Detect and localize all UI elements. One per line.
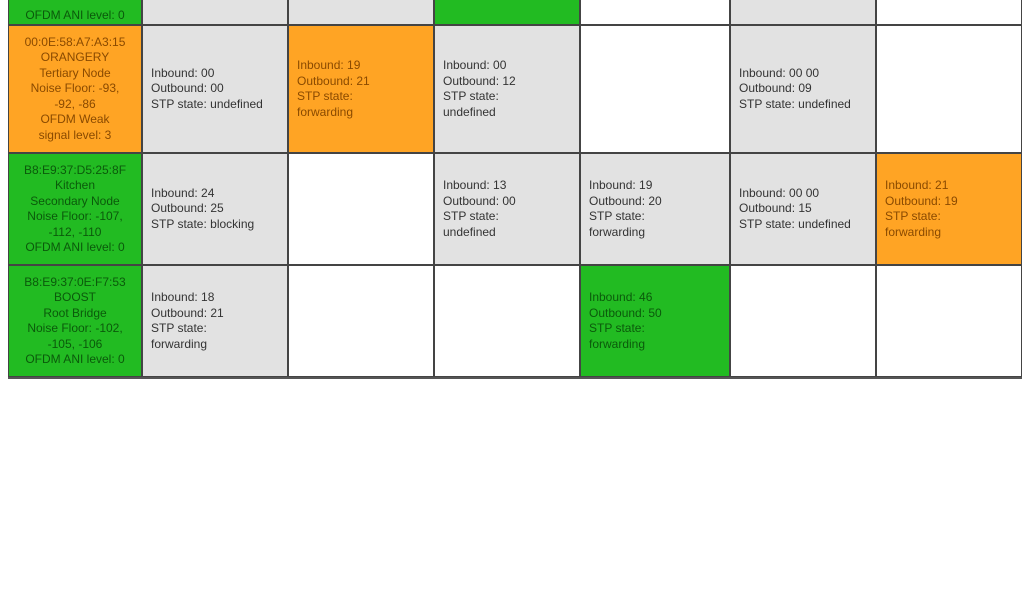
- link-stats-cell: Inbound: 24 Outbound: 25 STP state: blocki…: [142, 153, 288, 265]
- cell-line: Outbound: 50: [589, 305, 662, 320]
- cell-line: ORANGERY: [40, 50, 110, 65]
- cell-line: OFDM Weak: [40, 112, 110, 127]
- cell-line: STP state:: [443, 209, 499, 223]
- cell-line: STP state:: [589, 321, 645, 335]
- cell-line: Outbound: 21: [151, 305, 224, 320]
- cell-line: Inbound: 24: [151, 185, 215, 200]
- link-stats-cell: [434, 265, 580, 377]
- cell-line: Inbound: 21: [885, 178, 949, 192]
- link-stats-cell: Inbound: 18 Outbound: 21 STP state: forward…: [142, 265, 288, 377]
- node-info-cell: 00:0E:58:A7:A3:15 ORANGERY Tertiary Node No…: [8, 25, 142, 153]
- cell-line: Inbound: 19: [589, 178, 653, 192]
- cell-line: Inbound: 13: [443, 178, 507, 192]
- cell-line: OFDM ANI level: 0: [25, 7, 125, 22]
- cell-line: B8:E9:37:0E:F7:53: [24, 274, 126, 289]
- cell-line: STP state:: [443, 89, 499, 103]
- link-stats-cell: [580, 0, 730, 25]
- cell-line: -105, -106: [47, 336, 103, 351]
- link-stats-cell: [876, 265, 1022, 377]
- cell-line: Inbound: 19: [297, 58, 361, 72]
- cell-line: forwarding: [589, 336, 646, 351]
- link-stats-cell: Inbound: 00 00 Outbound: 15 STP state: und…: [730, 153, 876, 265]
- cell-line: Noise Floor: -93,: [30, 81, 120, 96]
- cell-line: STP state: undefined: [151, 96, 263, 111]
- link-stats-cell: [288, 0, 434, 25]
- cell-line: forwarding: [151, 336, 208, 351]
- link-stats-cell: Inbound: 00 00 Outbound: 09 STP state: und…: [730, 25, 876, 153]
- cell-line: 00:0E:58:A7:A3:15: [24, 34, 126, 49]
- cell-line: Tertiary Node: [39, 65, 111, 80]
- cell-line: Noise Floor: -107,: [27, 209, 123, 223]
- cell-line: Root Bridge: [43, 305, 107, 320]
- cell-line: undefined: [443, 104, 496, 119]
- cell-line: STP state: undefined: [739, 216, 851, 231]
- link-stats-cell: [142, 0, 288, 25]
- link-stats-cell: Inbound: 13 Outbound: 00 STP state: undefin…: [434, 153, 580, 265]
- cell-line: Inbound: 00 00: [739, 185, 820, 200]
- link-stats-cell: Inbound: 00 Outbound: 12 STP state: undefin…: [434, 25, 580, 153]
- cell-line: Noise Floor: -102,: [27, 321, 123, 335]
- cell-line: STP state:: [885, 209, 941, 223]
- cell-line: -112, -110: [48, 224, 102, 239]
- cell-line: Inbound: 00 00: [739, 65, 820, 80]
- node-info-cell: B8:E9:37:D5:25:8F Kitchen Secondary Node No…: [8, 153, 142, 265]
- cell-line: B8:E9:37:D5:25:8F: [23, 162, 127, 177]
- cell-line: signal level: 3: [38, 127, 112, 142]
- cell-line: Inbound: 46: [589, 290, 653, 304]
- cell-line: STP state:: [151, 321, 207, 335]
- node-info-cell: B8:E9:37:0E:F7:53 BOOST Root Bridge Noise F…: [8, 265, 142, 377]
- cell-line: Outbound: 21: [297, 73, 370, 88]
- link-stats-cell: [876, 25, 1022, 153]
- node-link-table: OFDM ANI level: 0 00:0E:58:A7:A3:15 ORANGE…: [8, 0, 1022, 379]
- link-stats-cell: [730, 0, 876, 25]
- node-info-cell: OFDM ANI level: 0: [8, 0, 142, 25]
- cell-line: Outbound: 25: [151, 201, 224, 216]
- cell-line: OFDM ANI level: 0: [25, 240, 125, 254]
- link-stats-cell: [580, 25, 730, 153]
- cell-line: Outbound: 09: [739, 81, 812, 96]
- cell-line: forwarding: [885, 224, 942, 239]
- cell-line: Outbound: 00: [443, 193, 516, 208]
- cell-line: Outbound: 12: [443, 73, 516, 88]
- cell-line: forwarding: [297, 104, 354, 119]
- link-stats-cell: [434, 0, 580, 25]
- cell-line: OFDM ANI level: 0: [25, 352, 125, 366]
- cell-line: STP state: blocking: [151, 216, 255, 231]
- cell-line: Outbound: 19: [885, 193, 958, 208]
- cell-line: Inbound: 00: [151, 65, 215, 80]
- cell-line: STP state:: [297, 89, 353, 103]
- link-stats-cell: [288, 265, 434, 377]
- cell-line: Outbound: 00: [151, 81, 224, 96]
- cell-line: Inbound: 18: [151, 290, 215, 304]
- cell-line: STP state:: [589, 209, 645, 223]
- link-stats-cell: Inbound: 19 Outbound: 21 STP state: forward…: [288, 25, 434, 153]
- cell-line: Kitchen: [54, 178, 95, 192]
- link-stats-cell: Inbound: 00 Outbound: 00 STP state: undefi…: [142, 25, 288, 153]
- link-stats-cell: [730, 265, 876, 377]
- link-stats-cell: [288, 153, 434, 265]
- cell-line: STP state: undefined: [739, 96, 851, 111]
- cell-line: Outbound: 15: [739, 201, 812, 216]
- link-stats-cell: Inbound: 46 Outbound: 50 STP state: forward…: [580, 265, 730, 377]
- cell-line: Secondary Node: [30, 193, 120, 208]
- link-stats-cell: Inbound: 19 Outbound: 20 STP state: forward…: [580, 153, 730, 265]
- cell-line: Inbound: 00: [443, 58, 507, 72]
- link-stats-cell: Inbound: 21 Outbound: 19 STP state: forward…: [876, 153, 1022, 265]
- cell-line: -92, -86: [54, 96, 96, 111]
- cell-line: BOOST: [53, 290, 96, 304]
- cell-line: Outbound: 20: [589, 193, 662, 208]
- link-stats-cell: [876, 0, 1022, 25]
- cell-line: forwarding: [589, 224, 646, 239]
- cell-line: undefined: [443, 224, 496, 239]
